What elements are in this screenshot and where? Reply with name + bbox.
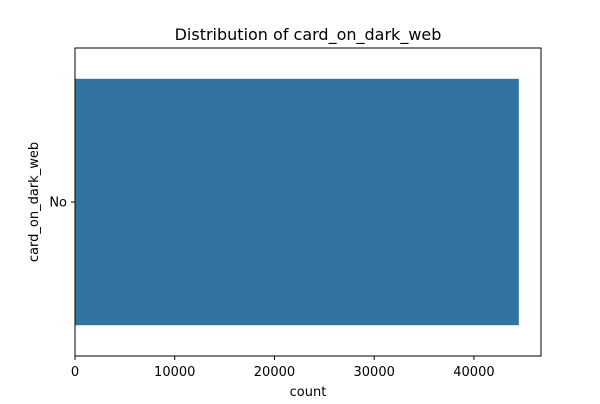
x-axis-label: count bbox=[290, 385, 327, 400]
x-tick-label: 0 bbox=[71, 365, 79, 380]
y-axis-label: card_on_dark_web bbox=[27, 142, 42, 262]
chart-title: Distribution of card_on_dark_web bbox=[175, 25, 442, 45]
x-axis-ticks: 0 10000 20000 30000 40000 bbox=[71, 356, 495, 380]
bar-no bbox=[75, 78, 519, 326]
x-tick-label: 40000 bbox=[453, 365, 494, 380]
x-tick-label: 20000 bbox=[254, 365, 295, 380]
plot-frame bbox=[74, 47, 542, 357]
bars-layer bbox=[75, 78, 519, 326]
x-tick-label: 10000 bbox=[154, 365, 195, 380]
x-tick-label: 30000 bbox=[354, 365, 395, 380]
y-axis-ticks: No bbox=[49, 196, 75, 211]
y-tick-label: No bbox=[49, 196, 67, 211]
